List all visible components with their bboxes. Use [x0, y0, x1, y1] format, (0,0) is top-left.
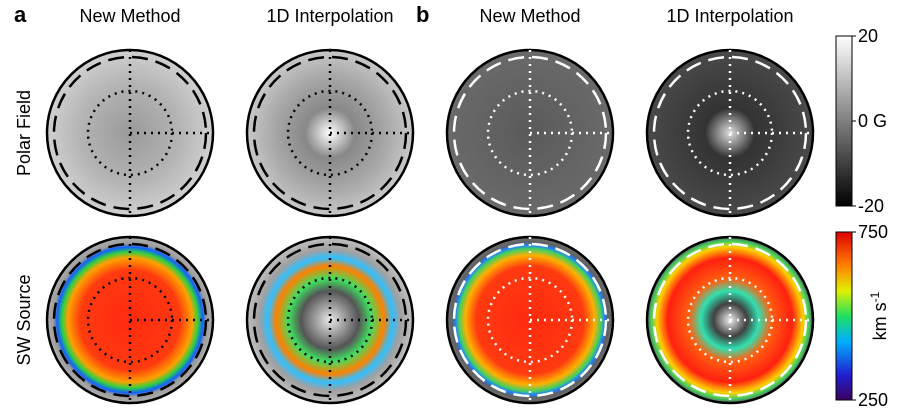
dashed-boundary — [452, 242, 608, 398]
column-title: 1D Interpolation — [666, 6, 793, 26]
column-title: New Method — [79, 6, 180, 26]
colorbar-tick-label: 20 — [858, 26, 878, 46]
maps — [45, 48, 815, 405]
colorbar — [835, 231, 853, 401]
colorbar — [835, 35, 853, 207]
dashed-boundary — [252, 55, 408, 211]
column-title: 1D Interpolation — [266, 6, 393, 26]
dashed-boundary — [52, 242, 208, 398]
dashed-boundary — [52, 55, 208, 211]
column-title: New Method — [479, 6, 580, 26]
dashed-boundary — [252, 242, 408, 398]
panel-label: b — [416, 2, 429, 27]
colorbar-tick-label: 250 — [858, 390, 888, 408]
dashed-boundary — [652, 55, 808, 211]
colorbar-unit: km s-1 — [868, 291, 890, 340]
colorbar-tick-label: 750 — [858, 222, 888, 242]
dashed-boundary — [652, 242, 808, 398]
colorbar-tick-label: -20 — [858, 196, 884, 216]
row-label: Polar Field — [14, 90, 34, 176]
unit-text: km s — [870, 302, 890, 340]
dashed-boundary — [452, 55, 608, 211]
row-label: SW Source — [14, 274, 34, 365]
unit-exponent: -1 — [868, 291, 882, 302]
panel-label: a — [14, 2, 27, 27]
colorbar-tick-label: 0 G — [858, 111, 887, 131]
